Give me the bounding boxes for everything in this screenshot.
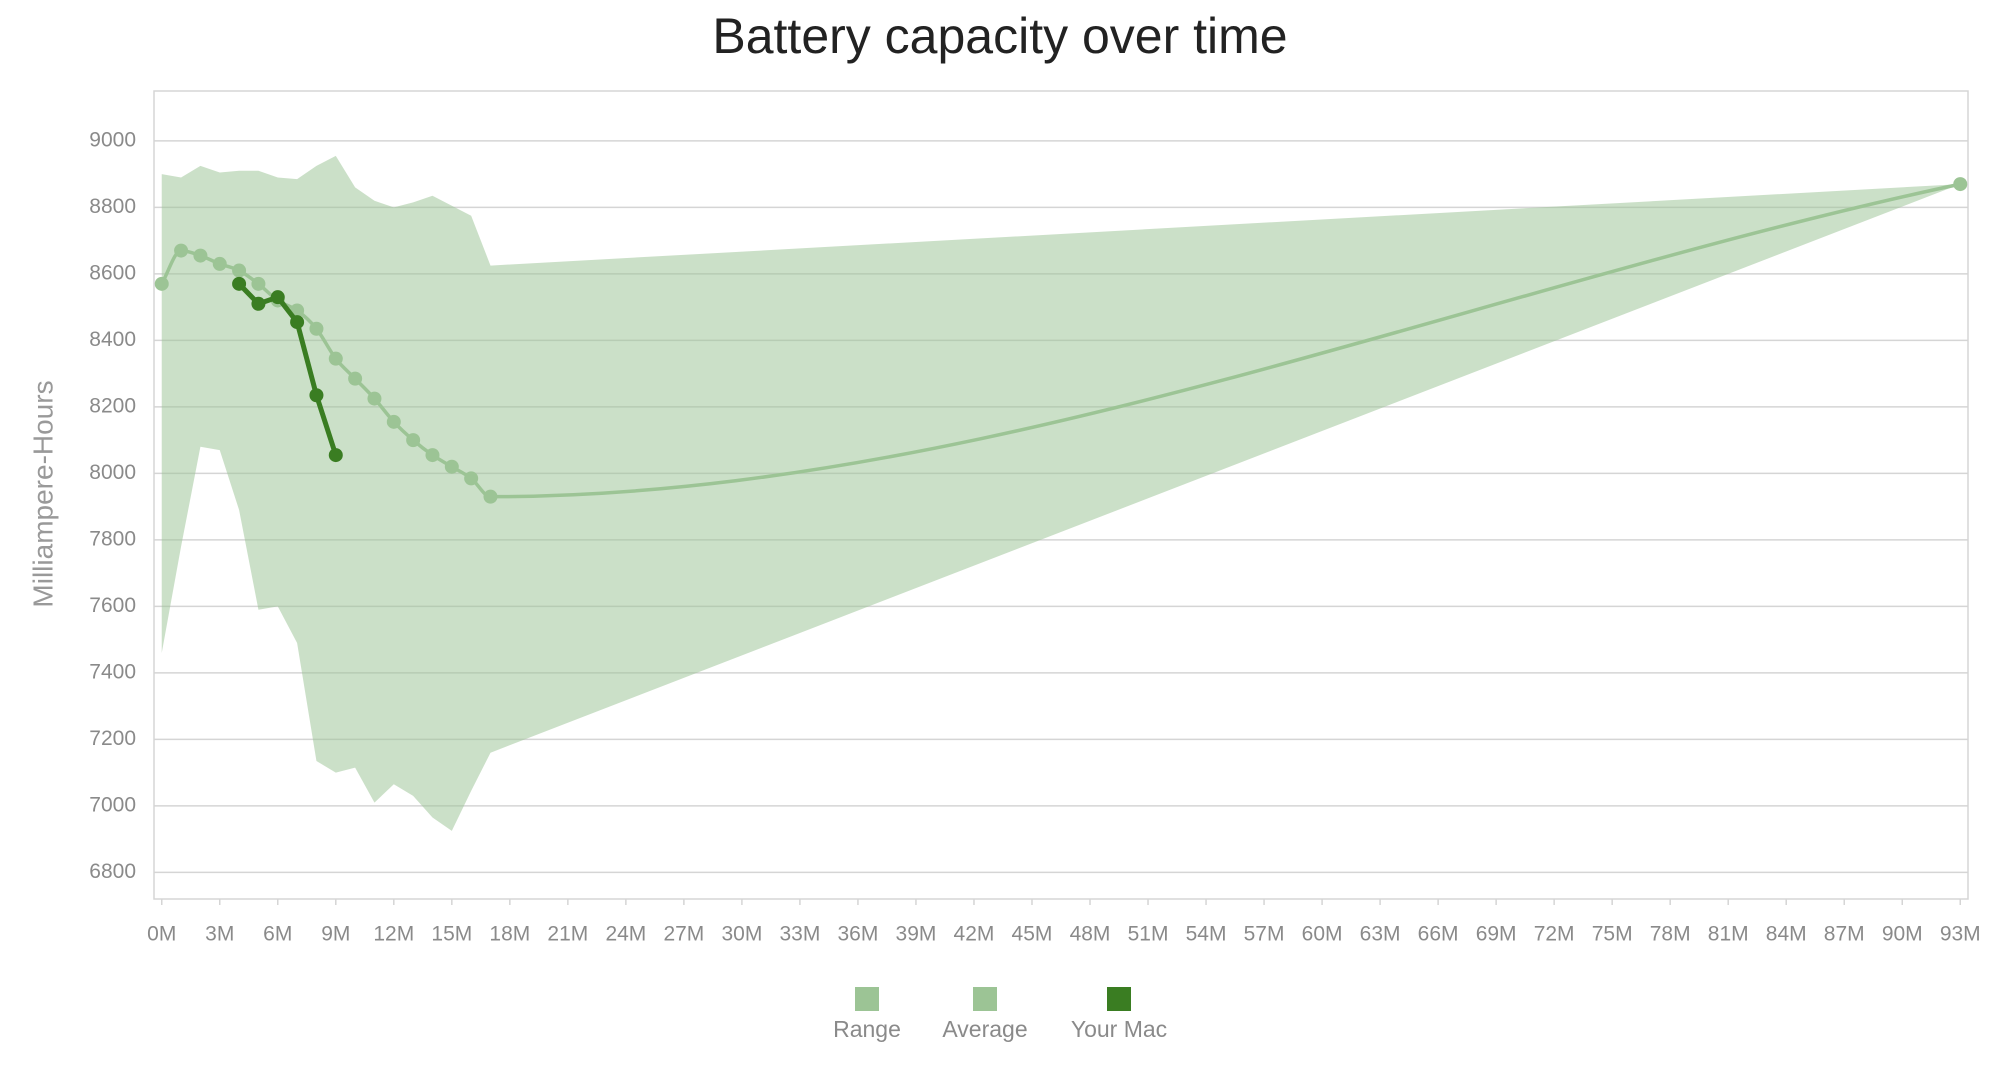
y-tick-label: 8400 [89, 328, 136, 351]
legend-label: Your Mac [1071, 1016, 1167, 1042]
chart-title: Battery capacity over time [712, 8, 1287, 64]
x-tick-label: 54M [1186, 923, 1227, 946]
x-tick-label: 51M [1128, 923, 1169, 946]
x-tick-label: 93M [1940, 923, 1981, 946]
legend-label: Average [942, 1016, 1027, 1042]
y-tick-label: 8600 [89, 261, 136, 284]
average-point [193, 248, 208, 263]
y-tick-label: 7400 [89, 660, 136, 683]
y-tick-label: 8800 [89, 195, 136, 218]
y-tick-label: 7200 [89, 727, 136, 750]
average-point [348, 371, 363, 386]
legend-swatch [1107, 987, 1131, 1011]
average-point [425, 448, 440, 463]
y-tick-label: 8000 [89, 461, 136, 484]
x-tick-label: 27M [663, 923, 704, 946]
average-line [160, 182, 1961, 499]
x-tick-label: 72M [1534, 923, 1575, 946]
x-tick-label: 30M [721, 923, 762, 946]
average-point [251, 276, 266, 291]
x-tick-label: 9M [321, 923, 350, 946]
x-tick-label: 3M [205, 923, 234, 946]
y-tick-label: 7000 [89, 793, 136, 816]
average-point [174, 243, 189, 258]
average-point [309, 321, 324, 336]
your-mac-point [328, 448, 343, 463]
x-tick-label: 12M [373, 923, 414, 946]
x-tick-label: 0M [147, 923, 176, 946]
average-point [406, 433, 421, 448]
x-tick-label: 48M [1070, 923, 1111, 946]
x-tick-label: 39M [896, 923, 937, 946]
x-tick-label: 24M [605, 923, 646, 946]
x-tick-label: 90M [1882, 923, 1923, 946]
average-point [483, 489, 498, 504]
legend-swatch [973, 987, 997, 1011]
x-tick-label: 15M [431, 923, 472, 946]
x-tick-label: 78M [1650, 923, 1691, 946]
x-tick-label: 33M [779, 923, 820, 946]
x-tick-label: 75M [1592, 923, 1633, 946]
y-tick-label: 8200 [89, 394, 136, 417]
your-mac-point [309, 388, 324, 403]
x-tick-label: 42M [954, 923, 995, 946]
average-point [1953, 177, 1968, 192]
x-tick-label: 36M [838, 923, 879, 946]
legend-swatch [855, 987, 879, 1011]
average-point [444, 459, 459, 474]
average-point [367, 391, 382, 406]
y-tick-label: 7600 [89, 594, 136, 617]
your-mac-point [232, 276, 247, 291]
your-mac-point [290, 315, 305, 330]
x-tick-label: 6M [263, 923, 292, 946]
plot-border [153, 90, 1969, 900]
y-tick-label: 7800 [89, 527, 136, 550]
average-point [154, 276, 169, 291]
average-point [328, 351, 343, 366]
legend-label: Range [833, 1016, 901, 1042]
x-tick-label: 69M [1476, 923, 1517, 946]
x-tick-label: 60M [1302, 923, 1343, 946]
x-tick-label: 66M [1418, 923, 1459, 946]
x-tick-label: 21M [547, 923, 588, 946]
x-tick-label: 57M [1244, 923, 1285, 946]
your-mac-point [251, 296, 266, 311]
y-tick-label: 9000 [89, 128, 136, 151]
y-tick-label: 6800 [89, 860, 136, 883]
your-mac-point [270, 290, 285, 305]
x-tick-label: 81M [1708, 923, 1749, 946]
x-tick-label: 63M [1360, 923, 1401, 946]
average-point [386, 414, 401, 429]
x-tick-label: 18M [489, 923, 530, 946]
x-tick-label: 84M [1766, 923, 1807, 946]
average-point [212, 256, 227, 271]
range-area [161, 155, 1961, 831]
x-tick-label: 87M [1824, 923, 1865, 946]
y-axis-label: Milliampere-Hours [27, 380, 58, 607]
average-point [232, 263, 247, 278]
x-tick-label: 45M [1012, 923, 1053, 946]
average-point [464, 471, 479, 486]
